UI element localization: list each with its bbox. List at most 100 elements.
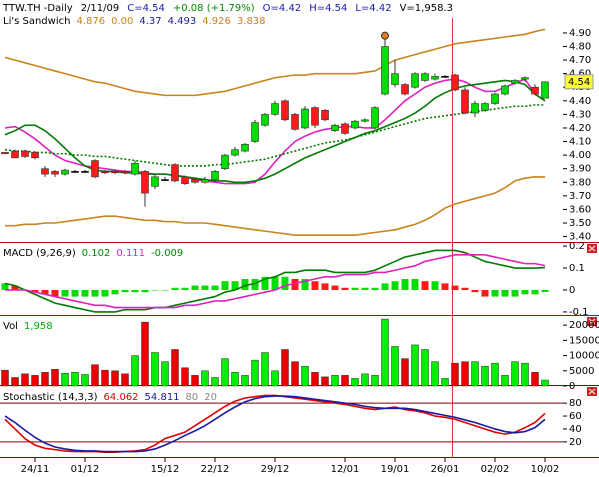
candle-body	[421, 73, 429, 81]
x-tick-label: 15/12	[151, 464, 180, 475]
volume-bar	[221, 358, 229, 387]
candle-body	[71, 171, 79, 173]
volume-bar	[491, 362, 499, 387]
y-tick-label: 3.80	[569, 177, 591, 188]
candle-body	[541, 81, 549, 99]
macd-bar	[361, 287, 369, 290]
volume-bar	[131, 355, 139, 387]
volume-bar	[121, 373, 129, 387]
macd-bar	[451, 285, 459, 290]
close-button[interactable]	[587, 317, 597, 326]
high-marker	[381, 31, 389, 40]
volume-bar	[41, 372, 49, 387]
macd-bar	[71, 289, 79, 297]
macd-bar	[431, 281, 439, 290]
candle-body	[41, 168, 49, 175]
panel-title: Vol	[3, 321, 18, 332]
price-box	[564, 74, 594, 90]
reading: 64.062	[104, 392, 139, 403]
candle-body	[121, 171, 129, 174]
volume-bar	[521, 362, 529, 387]
reading: 0.102	[82, 248, 111, 259]
volume-bar	[481, 365, 489, 387]
macd-bar	[401, 279, 409, 290]
quote: L=4.42	[355, 3, 391, 14]
candle-body	[451, 74, 459, 91]
reading: 4.493	[168, 16, 197, 27]
macd-bar	[301, 279, 309, 290]
volume-bar	[501, 375, 509, 387]
candle-body	[11, 150, 19, 159]
candle-body	[491, 93, 499, 104]
indicator-name: Li's Sandwich	[3, 16, 70, 27]
quote: H=4.54	[309, 3, 347, 14]
macd-bar	[161, 289, 169, 291]
volume-bar	[361, 373, 369, 387]
volume-bar	[201, 370, 209, 387]
macd-bar	[491, 289, 499, 297]
x-tick-label: 01/12	[71, 464, 100, 475]
candle-body	[141, 171, 149, 194]
macd-bar	[291, 279, 299, 290]
candle-body	[501, 85, 509, 95]
candle-body	[191, 179, 199, 183]
candle-body	[281, 100, 289, 121]
candle-body	[301, 108, 309, 129]
macd-bar	[331, 285, 339, 290]
quote: C=4.54	[127, 3, 165, 14]
volume-bar	[471, 361, 479, 387]
candle-body	[151, 176, 159, 187]
macd-bar	[1, 283, 9, 290]
candle-body	[521, 77, 529, 80]
indicator-legend: Li's Sandwich 4.876 0.00 4.37 4.493 4.926 3.83…	[3, 16, 266, 27]
indicator-line	[4, 28, 546, 97]
y-tick-label: 4.70	[569, 55, 591, 66]
candle-body	[21, 150, 29, 157]
volume-bar	[351, 378, 359, 387]
candle-body	[471, 103, 479, 114]
macd-bar	[281, 276, 289, 290]
macd-bar	[321, 283, 329, 290]
quote: +0.08 (+1.79%)	[173, 3, 255, 14]
reading: 4.37	[139, 16, 161, 27]
indicator-line	[4, 395, 546, 453]
volume-bar	[181, 367, 189, 387]
reading: 20	[204, 392, 217, 403]
x-tick-label: 22/12	[201, 464, 230, 475]
macd-bar	[371, 287, 379, 290]
candle-body	[161, 179, 169, 181]
y-tick-label: 4.30	[569, 109, 591, 120]
candle-body	[201, 179, 209, 183]
candle-body	[231, 149, 239, 156]
volume-bar	[321, 376, 329, 387]
macd-bar	[211, 285, 219, 290]
x-tick-label: 02/02	[481, 464, 510, 475]
candle-body	[431, 76, 439, 80]
candle-body	[171, 164, 179, 182]
volume-bar	[421, 349, 429, 387]
reading: 4.926	[202, 16, 231, 27]
y-tick-label: 10000	[569, 351, 599, 362]
y-tick-label: 3.70	[569, 191, 591, 202]
volume-bar	[511, 361, 519, 387]
y-tick-label: 3.40	[569, 232, 591, 243]
macd-bar	[81, 289, 89, 297]
candle-body	[181, 176, 189, 184]
close-button[interactable]	[587, 244, 597, 253]
y-tick-label: 80	[569, 398, 582, 409]
macd-bar	[381, 283, 389, 290]
macd-bar	[471, 289, 479, 293]
volume-bar	[211, 377, 219, 387]
volume-bar	[311, 372, 319, 387]
volume-bar	[101, 369, 109, 387]
candle-body	[111, 171, 119, 174]
volume-bar	[21, 373, 29, 387]
close-button[interactable]	[587, 387, 597, 396]
macd-bar	[91, 289, 99, 297]
macd-bar	[531, 289, 539, 295]
candle-body	[371, 107, 379, 129]
candle-body	[481, 103, 489, 111]
volume-bar	[81, 374, 89, 387]
macd-bar	[151, 289, 159, 291]
macd-bar	[501, 289, 509, 297]
